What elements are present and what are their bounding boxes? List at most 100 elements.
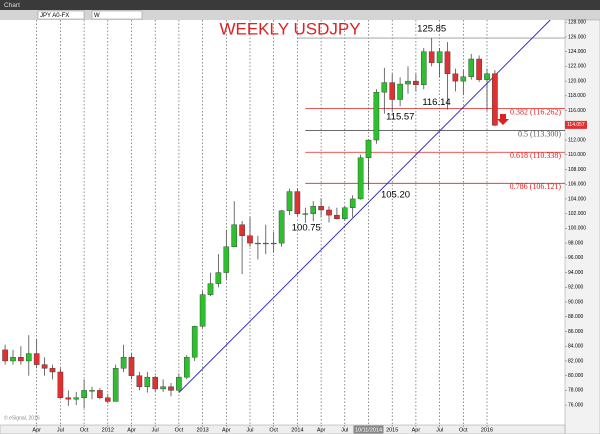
candle-body bbox=[199, 294, 206, 327]
candle-body bbox=[104, 397, 111, 402]
y-tick-label: 116.000 bbox=[568, 108, 586, 114]
footer: © eSignal, 2016 bbox=[4, 414, 40, 421]
candle-body bbox=[2, 349, 8, 362]
candle-body bbox=[405, 80, 411, 85]
candle-body bbox=[342, 207, 348, 220]
candle-body bbox=[160, 386, 166, 390]
candle-body bbox=[247, 235, 253, 244]
x-tick-label: Apr bbox=[412, 427, 421, 433]
candle-body bbox=[286, 191, 293, 211]
candle-body bbox=[41, 364, 48, 369]
level-label: 0.786 (106.121) bbox=[510, 182, 562, 191]
y-tick-label: 90.000 bbox=[568, 299, 584, 305]
candle-body bbox=[97, 390, 103, 398]
y-tick-label: 108.000 bbox=[568, 167, 586, 173]
y-tick-label: 82.000 bbox=[568, 358, 584, 364]
x-tick-label: Oct bbox=[175, 427, 184, 433]
candle-body bbox=[18, 357, 24, 362]
candle-body bbox=[357, 157, 364, 200]
candle-body bbox=[460, 76, 467, 82]
x-tick-label: Apr bbox=[127, 427, 136, 433]
window-title: Chart bbox=[4, 2, 20, 9]
candle-body bbox=[428, 51, 435, 63]
candle-body bbox=[26, 353, 32, 362]
candle-body bbox=[349, 198, 356, 208]
level-label: 0.618 (110.338) bbox=[510, 151, 561, 160]
x-tick-label: Apr bbox=[32, 427, 41, 433]
x-tick-label: Jul bbox=[246, 427, 253, 433]
candle-body bbox=[397, 83, 403, 100]
candle-body bbox=[318, 206, 324, 211]
chart-title: WEEKLY USDJPY bbox=[219, 19, 360, 38]
candle-body bbox=[484, 73, 490, 80]
candle-body bbox=[215, 272, 222, 284]
candle-body bbox=[476, 58, 482, 80]
candle-body bbox=[436, 51, 443, 63]
y-tick-label: 100.000 bbox=[568, 226, 586, 232]
x-tick-label: Oct bbox=[80, 427, 89, 433]
y-tick-label: 78.000 bbox=[568, 388, 584, 394]
down-arrow bbox=[497, 114, 509, 125]
candle-body bbox=[168, 386, 174, 391]
candle-body bbox=[49, 368, 56, 373]
candle-body bbox=[33, 353, 40, 365]
y-tick-label: 124.000 bbox=[568, 49, 586, 55]
x-tick-label: Jul bbox=[152, 427, 159, 433]
candle-body bbox=[120, 357, 127, 369]
candle-body bbox=[223, 246, 230, 273]
window-bar bbox=[0, 0, 600, 10]
candle-body bbox=[278, 210, 285, 244]
candle-body bbox=[373, 91, 380, 141]
candle-body bbox=[326, 209, 332, 216]
y-tick-label: 120.000 bbox=[568, 78, 586, 84]
candle-body bbox=[136, 375, 143, 387]
x-tick-box bbox=[353, 425, 384, 434]
y-tick-label: 102.000 bbox=[568, 211, 586, 217]
x-tick-label: 2015 bbox=[386, 427, 398, 433]
candle-body bbox=[73, 397, 79, 400]
annotation: 116.14 bbox=[422, 97, 450, 108]
candle-body bbox=[389, 82, 396, 100]
toolbar bbox=[0, 10, 600, 20]
y-tick-label: 128.000 bbox=[568, 20, 586, 26]
x-tick-label: Jul bbox=[57, 427, 64, 433]
y-tick-label: 106.000 bbox=[568, 182, 586, 188]
x-tick-label: 2014 bbox=[291, 427, 303, 433]
candle-body bbox=[231, 224, 238, 247]
symbol[interactable]: JPY A0-FX bbox=[40, 13, 69, 19]
y-tick-label: 80.000 bbox=[568, 373, 584, 379]
level-label: 0.382 (116.262) bbox=[510, 107, 561, 116]
x-tick-label: 2016 bbox=[481, 427, 493, 433]
candle-body bbox=[413, 80, 419, 85]
trendline bbox=[178, 20, 551, 393]
candle-body bbox=[365, 139, 372, 158]
x-tick-label: Oct bbox=[459, 427, 468, 433]
candle-body bbox=[421, 51, 427, 85]
candle-body bbox=[310, 206, 317, 214]
annotation: 100.75 bbox=[292, 222, 321, 233]
candle-body bbox=[176, 376, 182, 391]
annotation: 125.85 bbox=[417, 24, 446, 35]
x-tick-label: Apr bbox=[317, 427, 326, 433]
candle-body bbox=[255, 242, 261, 245]
x-tick-label: Jul bbox=[341, 427, 348, 433]
candle-body bbox=[294, 191, 301, 214]
time-axis bbox=[0, 424, 566, 434]
y-tick-label: 122.000 bbox=[568, 64, 586, 70]
interval[interactable]: W bbox=[94, 13, 100, 19]
x-tick-label: 10/11/2014 bbox=[355, 427, 382, 433]
y-tick-label: 76.000 bbox=[568, 402, 584, 408]
x-tick-label: Jul bbox=[436, 427, 443, 433]
interval-field[interactable] bbox=[91, 10, 143, 20]
candle-body bbox=[468, 58, 475, 77]
candle-body bbox=[10, 357, 16, 362]
annotation: 105.20 bbox=[381, 190, 410, 201]
candle-body bbox=[444, 51, 451, 74]
symbol-field[interactable] bbox=[37, 10, 85, 20]
x-tick-label: 2013 bbox=[196, 427, 208, 433]
candle-body bbox=[270, 242, 277, 245]
candle-body bbox=[207, 283, 214, 295]
candle-body bbox=[81, 390, 87, 398]
x-tick-label: Apr bbox=[222, 427, 231, 433]
